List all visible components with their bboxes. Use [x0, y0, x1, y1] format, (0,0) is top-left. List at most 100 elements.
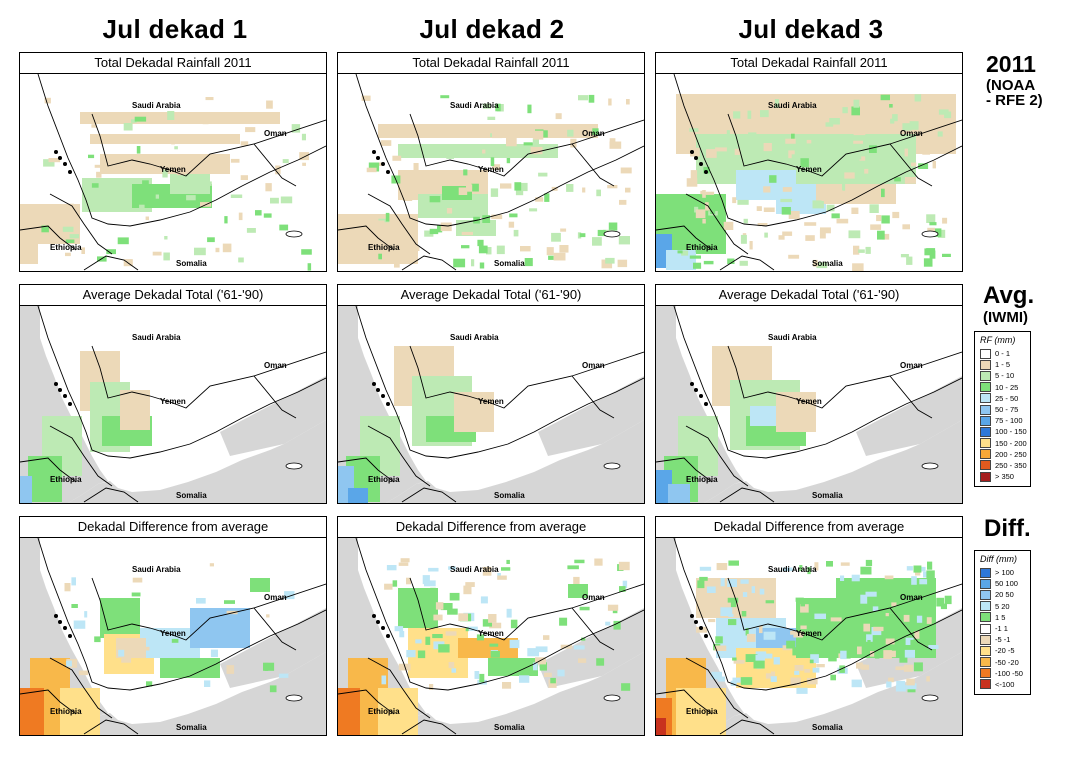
rainfall-patch	[831, 213, 840, 219]
rainfall-patch	[857, 186, 864, 195]
place-label-ethiopia: Ethiopia	[50, 475, 82, 484]
rainfall-patch	[205, 97, 214, 101]
rainfall-patch	[920, 566, 926, 572]
rainfall-patch	[480, 596, 488, 604]
rainfall-patch	[748, 132, 757, 137]
rainfall-patch	[902, 224, 910, 230]
rainfall-patch	[903, 664, 914, 672]
rainfall-patch	[553, 252, 566, 261]
rainfall-patch	[60, 688, 100, 735]
rainfall-patch	[756, 206, 762, 211]
rainfall-patch	[909, 121, 919, 130]
rainfall-patch	[919, 579, 928, 585]
rainfall-patch	[936, 117, 943, 125]
rainfall-patch	[865, 246, 871, 254]
country-border	[253, 143, 297, 187]
map-panel-title: Total Dekadal Rainfall 2011	[20, 53, 326, 74]
rainfall-patch	[906, 256, 913, 265]
rainfall-patch	[860, 664, 866, 670]
difference-legend-swatch	[980, 578, 991, 589]
rainfall-patch	[65, 239, 75, 243]
rainfall-patch	[492, 131, 503, 139]
rainfall-patch	[765, 673, 772, 679]
oman-coast-nodata-region	[856, 376, 962, 456]
socotra-island	[285, 230, 303, 238]
rainfall-patch	[535, 197, 544, 202]
rainfall-patch	[690, 147, 700, 157]
rainfall-patch	[446, 151, 454, 159]
rainfall-patch	[751, 586, 755, 594]
rainfall-patch	[66, 660, 72, 667]
country-border	[673, 74, 962, 227]
country-border	[889, 143, 933, 187]
rainfall-patch	[270, 197, 279, 204]
rainfall-patch	[544, 148, 549, 154]
rainfall-patch	[774, 99, 779, 108]
rainfall-patch	[88, 154, 95, 159]
rainfall-patch	[780, 198, 793, 203]
map-canvas: Saudi Arabia Oman Yemen Ethiopia Somalia	[656, 538, 962, 735]
rainfall-patch	[895, 685, 906, 692]
map-panel-title: Average Dekadal Total ('61-'90)	[338, 285, 644, 306]
difference-legend-swatch	[980, 567, 991, 578]
rainfall-patch	[106, 249, 116, 255]
rainfall-patch	[932, 161, 936, 169]
rainfall-patch	[613, 620, 621, 630]
rainfall-patch	[486, 247, 492, 255]
rainfall-patch	[134, 116, 147, 122]
island-marker	[704, 170, 708, 174]
rainfall-patch	[693, 110, 700, 117]
rainfall-patch	[474, 671, 480, 679]
country-border	[355, 74, 644, 227]
place-label-somalia: Somalia	[494, 259, 525, 268]
rainfall-patch	[877, 230, 885, 240]
rainfall-patch	[406, 650, 416, 658]
rainfall-patch	[167, 111, 175, 120]
rainfall-patch	[800, 158, 809, 167]
country-border	[20, 457, 77, 483]
rainfall-field	[338, 558, 631, 735]
map-panel: Total Dekadal Rainfall 2011 Saudi Arabia O…	[337, 52, 645, 272]
place-label-yemen: Yemen	[478, 397, 504, 406]
horn-nodata-region	[20, 652, 326, 735]
country-border	[685, 425, 749, 487]
rainfall-patch	[762, 653, 773, 659]
rainfall-patch	[706, 115, 718, 122]
rainfall-patch	[440, 222, 452, 232]
rainfall-patch	[482, 215, 491, 223]
row-label-2011-source-2: - RFE 2)	[986, 92, 1043, 109]
rainfall-patch	[866, 634, 873, 642]
rainfall-patch	[171, 137, 175, 145]
rainfall-patch	[740, 677, 753, 685]
rainfall-patch	[938, 109, 949, 115]
rainfall-patch	[269, 685, 277, 693]
rainfall-patch	[62, 226, 74, 232]
difference-legend-label: 50 100	[995, 579, 1018, 589]
country-border	[37, 306, 326, 459]
place-label-somalia: Somalia	[494, 723, 525, 732]
country-border	[37, 538, 326, 691]
rainfall-patch	[876, 215, 882, 222]
place-label-somalia: Somalia	[494, 491, 525, 500]
country-border	[889, 375, 933, 419]
rainfall-patch	[226, 665, 235, 674]
rainfall-patch	[862, 612, 870, 618]
rainfall-patch	[771, 671, 776, 679]
place-label-yemen: Yemen	[796, 165, 822, 174]
country-border	[355, 538, 644, 691]
rainfall-patch	[378, 253, 382, 260]
socotra-island	[603, 694, 621, 702]
map-panel-title: Dekadal Difference from average	[20, 517, 326, 538]
rainfall-patch	[795, 597, 804, 602]
rainfall-patch	[896, 680, 906, 686]
island-marker	[690, 150, 694, 154]
rainfall-patch	[605, 621, 611, 626]
rainfall-patch	[238, 212, 243, 221]
rainfall-patch	[942, 253, 951, 257]
country-border	[401, 255, 457, 271]
place-label-oman: Oman	[582, 129, 605, 138]
map-panel: Average Dekadal Total ('61-'90) Saudi Ara…	[655, 284, 963, 504]
rainfall-patch	[440, 603, 453, 611]
rainfall-patch	[881, 215, 890, 224]
country-border	[338, 457, 395, 483]
